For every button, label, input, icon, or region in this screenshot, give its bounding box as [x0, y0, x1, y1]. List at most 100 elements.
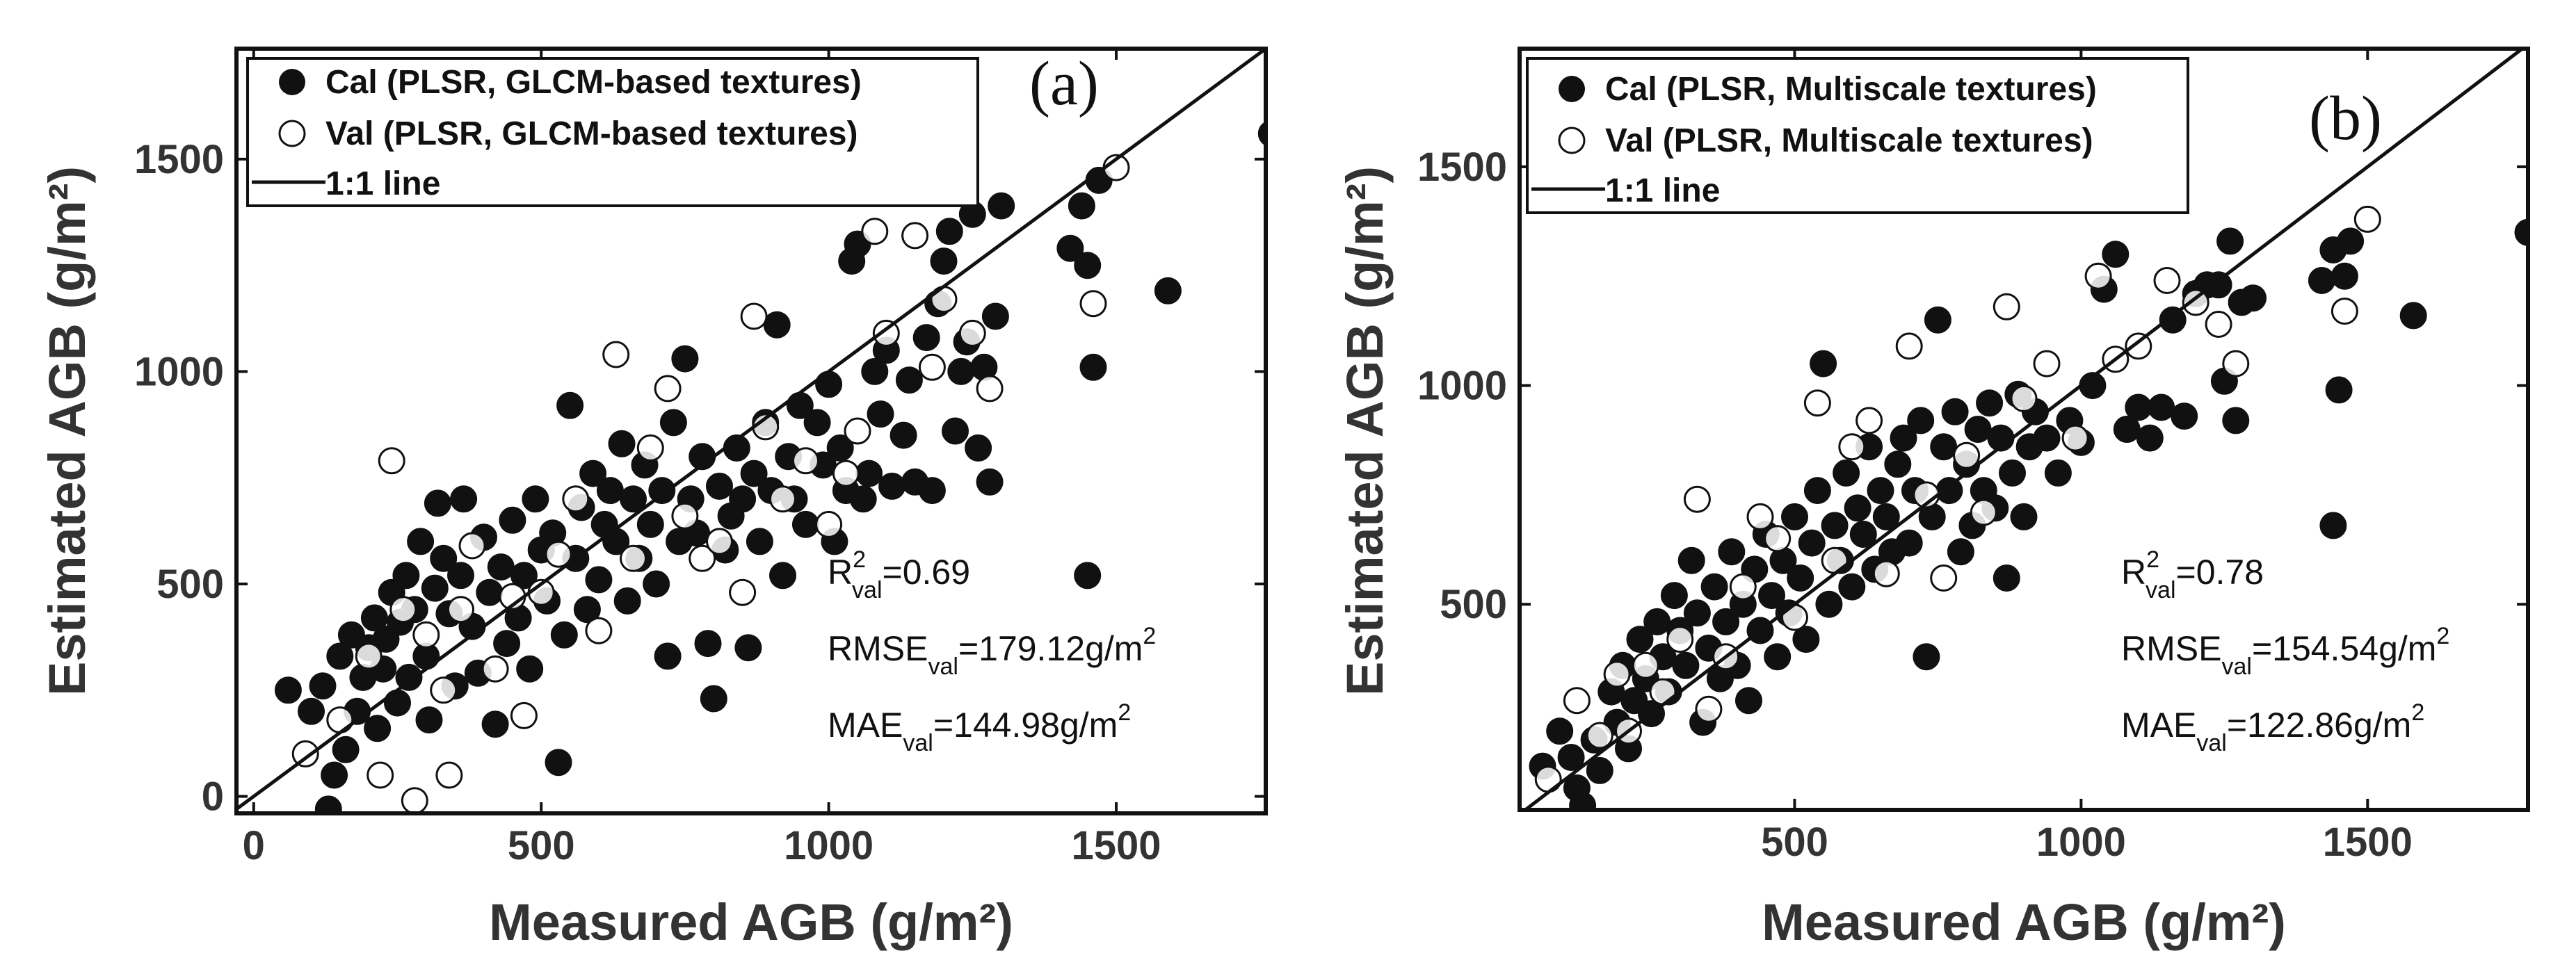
panel-b-val-point-29: [2084, 262, 2112, 290]
panel-a-cal-point-113: [947, 357, 975, 385]
panel-a-cal-point-90: [803, 409, 831, 437]
panel-b-cal-point-62: [1913, 643, 1940, 671]
panel-b-val-point-2: [1586, 722, 1613, 749]
panel-b-val-point-8: [1683, 485, 1711, 513]
panel-a-cal-point-80: [740, 460, 768, 487]
panel-b-cal-point-79: [2010, 503, 2038, 530]
panel-b-cal-point-58: [1890, 424, 1917, 452]
panel-a-cal-point-34: [476, 578, 504, 606]
panel-a-cal-point-47: [550, 621, 578, 649]
panel-a-legend-val-marker: [278, 120, 306, 147]
panel-a-val-point-24: [689, 544, 716, 572]
panel-a-cal-point-25: [424, 489, 451, 517]
panel-b-val-point-33: [2182, 289, 2209, 316]
panel-a-cal-point-74: [706, 472, 733, 500]
panel-a-val-point-25: [706, 528, 733, 555]
panel-a-cal-point-112: [942, 417, 969, 445]
panel-a-cal-point-5: [326, 642, 354, 670]
panel-a-cal-point-72: [694, 630, 722, 658]
panel-a-x-tick-label-500: 500: [508, 823, 575, 868]
panel-a-y-tick-label-500: 500: [156, 562, 224, 607]
panel-b-val-point-9: [1695, 695, 1723, 723]
panel-a-val-point-40: [976, 375, 1004, 403]
panel-a-y-tick-label-1500: 1500: [134, 137, 224, 182]
panel-b-cal-point-77: [1999, 459, 2026, 487]
panel-a-ticks: 0 500 1000 1500 0 500 1000 1500: [134, 49, 1266, 868]
panel-a-x-tick-label-0: 0: [243, 823, 265, 868]
panel-a-cal-point-52: [579, 460, 607, 487]
panel-a-tag: (a): [1029, 49, 1099, 118]
panel-b-val-point-28: [2061, 424, 2089, 452]
panel-a-cal-point-19: [395, 663, 423, 691]
panel-a-cal-point-98: [849, 485, 877, 513]
panel-b-x-tick-label-500: 500: [1761, 820, 1828, 865]
panel-a-cal-point-21: [407, 528, 435, 555]
panel-a-points: [274, 121, 1266, 813]
panel-a-legend-cal-label: Cal (PLSR, GLCM-based textures): [325, 64, 862, 101]
panel-b-val-point-16: [1821, 546, 1849, 574]
panel-b-val-point-36: [2331, 298, 2358, 325]
panel-b-cal-point-4: [1569, 792, 1597, 810]
panel-b-cal-point-107: [2325, 376, 2353, 404]
panel-b-cal-point-15: [1643, 608, 1671, 635]
panel-b-val-point-35: [2222, 350, 2250, 377]
panel-a-cal-point-55: [596, 477, 624, 505]
panel-b-cal-point-1: [1546, 717, 1574, 745]
panel-a-cal-point-122: [1068, 192, 1095, 220]
panel-b-val-point-25: [1993, 293, 2020, 320]
panel-b-val-point-23: [1953, 441, 1981, 469]
panel-a-y-axis-title: Estimated AGB (g/m²): [38, 166, 96, 696]
panel-a-one-to-one-line: [236, 49, 1266, 811]
panel-a-cal-point-123: [1074, 252, 1102, 279]
panel-a-cal-point-12: [364, 715, 392, 742]
panel-a: 0 500 1000 1500 0 500 1000 1500 Cal (PLSR, GLCM…: [38, 47, 1268, 951]
panel-b-val-point-13: [1764, 525, 1792, 553]
panel-a-cal-point-53: [585, 566, 613, 594]
panel-a-cal-point-1: [298, 697, 325, 725]
panel-a-y-tick-label-1000: 1000: [134, 349, 224, 394]
panel-a-cal-point-79: [734, 634, 762, 662]
panel-b-cal-point-105: [2331, 262, 2358, 290]
panel-a-val-point-36: [901, 222, 929, 250]
panel-a-cal-point-36: [487, 553, 515, 581]
panel-a-cal-point-6: [332, 736, 360, 763]
panel-b-cal-point-51: [1849, 521, 1877, 548]
panel-a-cal-point-3: [314, 795, 342, 813]
panel-a-val-point-8: [430, 676, 458, 704]
panel-b-cal-point-101: [2239, 284, 2267, 312]
panel-a-val-point-17: [562, 485, 590, 513]
panel-a-cal-point-68: [671, 345, 699, 373]
panel-a-val-point-23: [671, 502, 699, 530]
panel-a-cal-point-85: [769, 562, 796, 590]
panel-a-cal-point-118: [976, 468, 1004, 496]
panel-b-val-point-17: [1838, 433, 1866, 461]
panel-a-cal-point-51: [573, 596, 601, 624]
panel-b-val-point-1: [1563, 687, 1591, 715]
panel-b-cal-point-88: [2102, 241, 2130, 268]
panel-a-val-point-2: [355, 642, 383, 670]
panel-b-cal-point-54: [1867, 477, 1894, 505]
panel-a-legend-line-label: 1:1 line: [325, 165, 440, 202]
panel-a-cal-point-40: [510, 562, 538, 590]
panel-b-cal-point-43: [1803, 477, 1831, 505]
panel-a-cal-point-107: [912, 324, 940, 352]
panel-b-cal-point-46: [1821, 512, 1849, 539]
panel-a-val-point-10: [447, 596, 474, 624]
panel-a-cal-point-58: [613, 587, 641, 615]
panel-a-val-point-39: [958, 319, 986, 347]
panel-b-cal-point-31: [1735, 687, 1762, 715]
panel-a-cal-point-108: [918, 477, 946, 505]
panel-b-val-point-20: [1895, 332, 1923, 360]
panel-b-cal-point-48: [1833, 459, 1860, 487]
panel-a-val-point-3: [367, 761, 394, 789]
panel-b-cal-point-55: [1872, 503, 1900, 530]
panel-a-val-point-9: [435, 761, 463, 789]
panel-b-cal-point-102: [2222, 407, 2250, 434]
panel-a-cal-point-120: [988, 192, 1015, 220]
panel-a-val-point-11: [458, 532, 486, 560]
panel-a-cal-point-103: [878, 472, 906, 500]
panel-b-cal-point-21: [1677, 546, 1705, 574]
panel-a-val-point-5: [389, 596, 417, 624]
panel-b-cal-point-108: [2319, 512, 2347, 539]
